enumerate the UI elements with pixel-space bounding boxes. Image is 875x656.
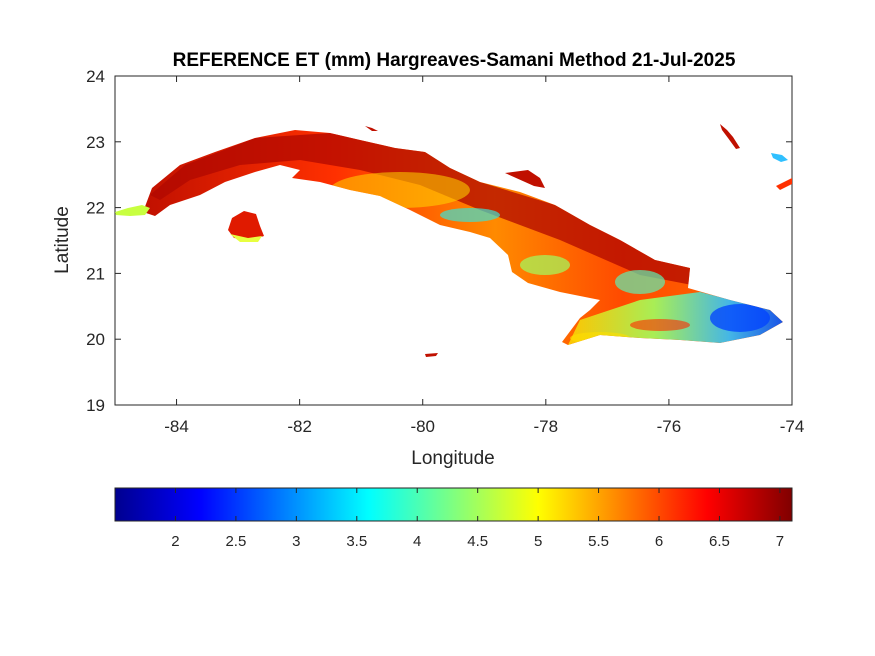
- y-tick-label: 20: [86, 330, 105, 349]
- colorbar-tick-label: 4.5: [467, 533, 488, 550]
- cayo-south: [425, 353, 438, 357]
- colorbar-tick-label: 2.5: [225, 533, 246, 550]
- x-tick-label: -78: [534, 417, 559, 436]
- y-axis-label: Latitude: [52, 206, 73, 274]
- colorbar-tick-label: 3: [292, 533, 300, 550]
- y-tick-label: 24: [86, 67, 105, 86]
- x-axis: -84 -82 -80 -78 -76 -74: [164, 76, 804, 436]
- colorbar-tick-label: 5.5: [588, 533, 609, 550]
- colorbar: [114, 487, 793, 522]
- y-tick-label: 19: [86, 396, 105, 415]
- central-cyan-patch: [440, 208, 500, 222]
- x-axis-label: Longitude: [411, 448, 494, 469]
- eastern-blue-core: [710, 304, 770, 332]
- y-tick-label: 23: [86, 133, 105, 152]
- colorbar-tick-label: 6.5: [709, 533, 730, 550]
- central-green-patch-2: [615, 270, 665, 294]
- colorbar-tick-label: 7: [776, 533, 784, 550]
- colorbar-tick-label: 4: [413, 533, 421, 550]
- map-layer: [115, 124, 792, 357]
- y-axis: 19 20 21 22 23 24: [86, 67, 792, 415]
- hispaniola-fragment-east: [776, 178, 792, 190]
- inagua-island: [771, 153, 788, 162]
- isla-de-la-juventud: [228, 211, 264, 240]
- western-tip: [115, 205, 150, 216]
- colorbar-tick-label: 2: [171, 533, 179, 550]
- hispaniola-fragment-north: [720, 124, 740, 149]
- north-coast-band: [150, 133, 692, 285]
- central-green-patch: [520, 255, 570, 275]
- x-tick-label: -80: [410, 417, 435, 436]
- cayo-fragment: [505, 170, 545, 188]
- y-tick-label: 22: [86, 199, 105, 218]
- chart-title: REFERENCE ET (mm) Hargreaves-Samani Meth…: [173, 50, 736, 71]
- x-tick-label: -74: [780, 417, 805, 436]
- keys-north: [365, 126, 378, 131]
- colorbar-tick-label: 6: [655, 533, 663, 550]
- eastern-red-band: [630, 319, 690, 331]
- colorbar-tick-label: 5: [534, 533, 542, 550]
- x-tick-label: -84: [164, 417, 189, 436]
- x-tick-label: -82: [287, 417, 312, 436]
- plot-area: [114, 75, 793, 406]
- isla-de-la-juventud-south: [230, 234, 262, 242]
- colorbar-tick-label: 3.5: [346, 533, 367, 550]
- x-tick-label: -76: [657, 417, 682, 436]
- colorbar-ticks: 2 2.5 3 3.5 4 4.5 5 5.5 6 6.5 7: [171, 488, 784, 550]
- y-tick-label: 21: [86, 264, 105, 283]
